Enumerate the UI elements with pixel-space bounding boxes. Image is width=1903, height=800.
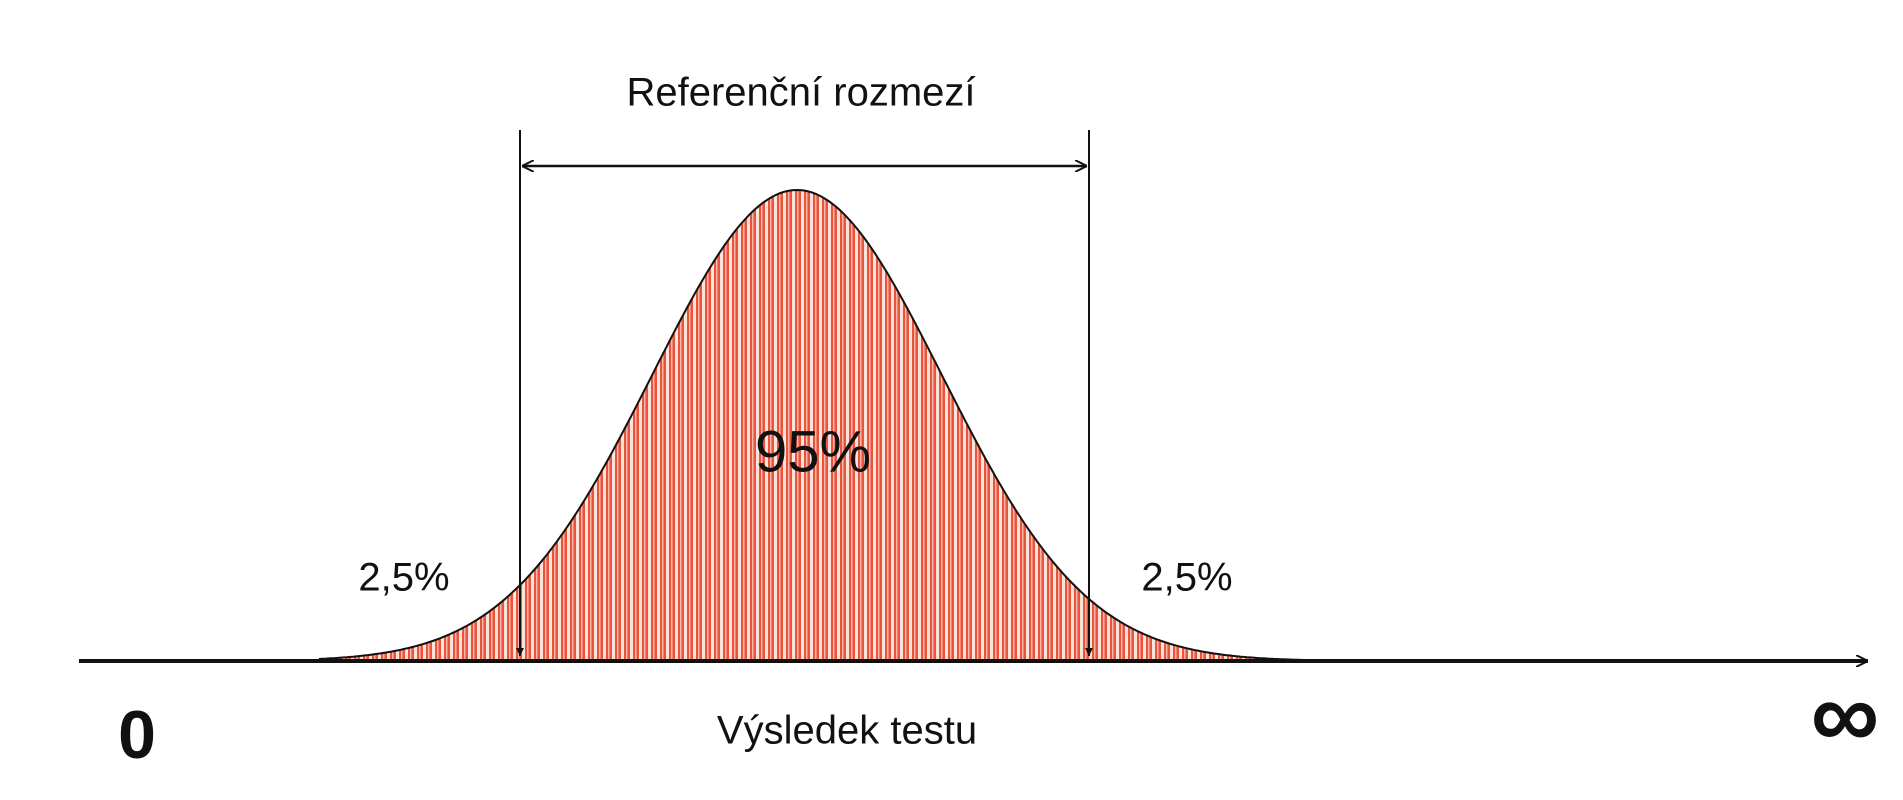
bell-curve [319,188,1411,662]
axis-end: ∞ [1811,661,1879,768]
center-label: 95% [755,419,871,484]
range-title: Referenční rozmezí [626,71,975,115]
left-tail-label: 2,5% [358,556,449,600]
right-tail-label: 2,5% [1141,556,1232,600]
axis-start: 0 [118,697,156,773]
axis-label: Výsledek testu [717,709,977,753]
